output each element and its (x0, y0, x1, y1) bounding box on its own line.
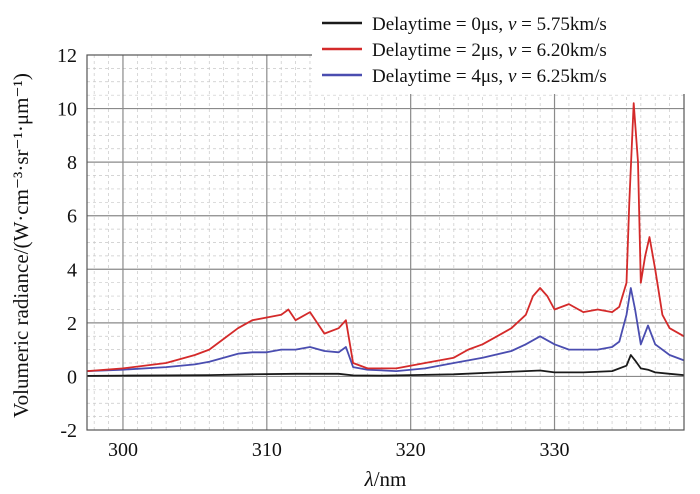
y-tick-label: 6 (67, 206, 77, 228)
y-tick-label: 0 (67, 366, 77, 388)
y-tick-label: 10 (57, 99, 77, 121)
legend-label-2: Delaytime = 4μs, v = 6.25km/s (372, 66, 607, 87)
tick-layer: 300 310 320 330 -2 0 2 4 6 8 10 12 (57, 45, 570, 461)
y-tick-label: 12 (57, 45, 77, 67)
series-line-2 (86, 287, 685, 373)
series-layer (86, 102, 685, 377)
grid-layer (87, 55, 685, 430)
series-line-1 (86, 102, 685, 372)
legend-background (312, 6, 698, 94)
x-axis-title: λ/nm (364, 467, 407, 491)
x-tick-label: 330 (540, 439, 570, 461)
x-tick-label: 300 (108, 439, 138, 461)
y-tick-label: 2 (67, 313, 77, 335)
y-tick-label: -2 (60, 420, 77, 442)
y-tick-label: 4 (67, 259, 77, 281)
plot-frame (86, 54, 685, 431)
legend-label-0: Delaytime = 0μs, v = 5.75km/s (372, 14, 607, 35)
series-line-0 (86, 354, 685, 377)
legend: Delaytime = 0μs, v = 5.75km/s Delaytime =… (312, 6, 698, 94)
y-tick-label: 8 (67, 152, 77, 174)
x-tick-label: 320 (396, 439, 426, 461)
legend-label-1: Delaytime = 2μs, v = 6.20km/s (372, 40, 607, 61)
y-axis-title: Volumeric radiance/(W·cm⁻³·sr⁻¹·μm⁻¹) (9, 73, 33, 418)
x-tick-label: 310 (252, 439, 282, 461)
